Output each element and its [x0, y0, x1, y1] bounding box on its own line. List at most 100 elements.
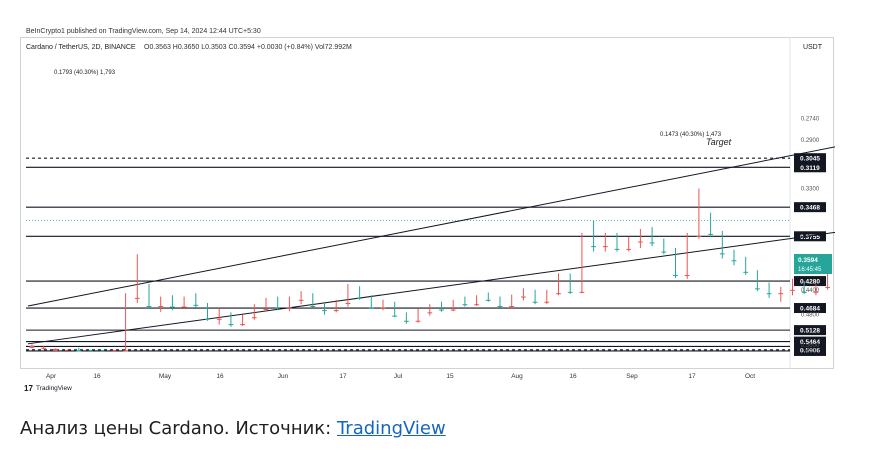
- candle-body: [29, 345, 35, 348]
- candle-body: [170, 306, 175, 308]
- candle-body: [380, 307, 386, 309]
- level-label: 0.3045: [800, 156, 820, 163]
- level-label: 0.3468: [800, 205, 820, 212]
- candle-body: [415, 320, 421, 322]
- candle-body: [357, 297, 362, 299]
- candle-body: [205, 318, 210, 320]
- ohlc-label: O0.3563 H0.3650 L0.3503 C0.3594 +0.0030 …: [144, 44, 352, 51]
- level-badge: [794, 276, 826, 287]
- candle-body: [497, 306, 503, 308]
- level-badge: [794, 202, 826, 213]
- price-tick: 0.2900: [801, 138, 820, 144]
- candle-body: [602, 246, 608, 248]
- level-badge: [794, 344, 826, 355]
- candle-body: [719, 253, 725, 255]
- candle-body: [53, 348, 58, 351]
- candle-body: [41, 347, 47, 349]
- candle-body: [708, 233, 713, 235]
- time-tick: Oct: [745, 373, 755, 380]
- published-label: BeInCrypto1 published on TradingView.com…: [26, 28, 261, 35]
- candle-body: [333, 310, 339, 312]
- candle-body: [579, 291, 585, 293]
- candle-body: [134, 297, 140, 299]
- candle-body: [556, 293, 561, 295]
- candle-body: [392, 315, 398, 317]
- time-tick: 16: [93, 373, 101, 380]
- tradingview-logo-icon: 17: [24, 384, 33, 393]
- candle-body: [251, 317, 257, 319]
- candle-body: [626, 248, 632, 250]
- candle-body: [427, 312, 433, 314]
- candle-body: [731, 260, 737, 262]
- measure-annotation-left: 0.1793 (40.30%) 1,793: [54, 70, 116, 76]
- level-label: 0.4280: [800, 279, 820, 286]
- candle-body: [778, 293, 784, 295]
- source-link[interactable]: TradingView: [336, 418, 446, 439]
- tradingview-logo-text: TradingView: [36, 385, 72, 392]
- candle-body: [755, 288, 760, 290]
- candle-body: [485, 299, 491, 301]
- time-axis: Apr 16 May 16 Jun 17 Jul 15 Aug 16 Sep 17 Oct: [46, 373, 755, 380]
- symbol-label: Cardano / TetherUS, 2D, BINANCE: [26, 44, 136, 51]
- candle-body: [216, 318, 222, 320]
- svg-text:17: 17: [24, 384, 33, 393]
- candle-body: [345, 302, 351, 304]
- candle-body: [99, 350, 105, 352]
- time-tick: Sep: [626, 373, 638, 380]
- candle-body: [544, 301, 550, 303]
- time-tick: 17: [688, 373, 696, 380]
- candle-body: [813, 291, 819, 293]
- candle-body: [474, 304, 479, 306]
- channel-line-lower: [27, 139, 870, 307]
- candle-body: [567, 291, 573, 293]
- level-badge: [794, 303, 826, 314]
- time-tick: Apr: [46, 373, 57, 380]
- candle-body: [64, 350, 70, 352]
- candle-body: [532, 301, 538, 303]
- candle-body: [439, 309, 444, 311]
- candle-body: [88, 350, 93, 352]
- candle-body: [521, 296, 526, 298]
- time-tick: Jun: [278, 373, 289, 380]
- price-tick: 0.2740: [801, 116, 820, 122]
- price-tick: 0.5600: [801, 343, 820, 349]
- candle-body: [322, 310, 327, 312]
- caption-text: Анализ цены Cardano. Источник:: [20, 418, 337, 439]
- price-tick: 0.4800: [801, 313, 820, 319]
- candle-body: [684, 274, 690, 276]
- candle-body: [146, 306, 152, 308]
- level-badge: [794, 153, 826, 164]
- currency-label: USDT: [803, 44, 823, 51]
- candle-body: [825, 286, 830, 288]
- candle-body: [450, 309, 456, 311]
- chart-container: BeInCrypto1 published on TradingView.com…: [20, 22, 870, 394]
- candle-body: [275, 307, 281, 309]
- candle-body: [76, 350, 82, 352]
- time-tick: Jul: [394, 373, 403, 380]
- target-label: Target: [706, 137, 732, 147]
- candle-body: [158, 306, 164, 308]
- candle-body: [193, 304, 199, 306]
- candle-body: [801, 291, 807, 293]
- current-price-value: 0.3594: [798, 257, 818, 264]
- level-label: 0.5464: [800, 339, 820, 346]
- time-tick: 16: [569, 373, 577, 380]
- level-badge: [794, 325, 826, 336]
- candle-body: [649, 242, 655, 244]
- price-chart: BeInCrypto1 published on TradingView.com…: [20, 28, 870, 393]
- time-tick: May: [159, 373, 172, 380]
- level-label: 0.3755: [800, 234, 820, 241]
- channel-lines: [27, 139, 870, 345]
- level-label: 0.5906: [800, 347, 820, 354]
- current-price-badge: [794, 254, 832, 274]
- candle-body: [181, 306, 187, 308]
- candle-body: [310, 306, 316, 308]
- level-badge: [794, 336, 826, 347]
- price-tick: 0.4400: [801, 288, 820, 294]
- candle-body: [591, 246, 596, 248]
- time-tick: 17: [339, 373, 347, 380]
- candle-body: [790, 289, 795, 291]
- caption: Анализ цены Cardano. Источник: TradingVi…: [20, 418, 446, 439]
- level-label: 0.5128: [800, 328, 820, 335]
- time-tick: Aug: [511, 373, 523, 380]
